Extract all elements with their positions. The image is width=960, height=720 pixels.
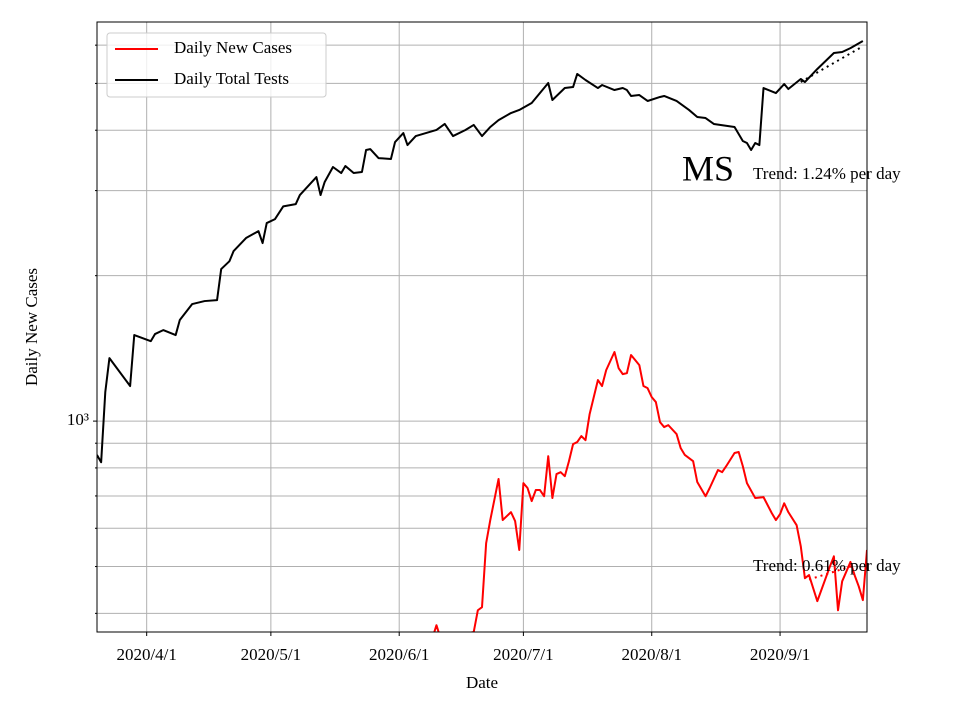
series-line (433, 351, 867, 632)
trend-line (808, 564, 855, 581)
legend: Daily New Cases Daily Total Tests (106, 32, 327, 98)
y-axis-label: Daily New Cases (22, 268, 41, 386)
grid (97, 22, 867, 632)
annotation: Trend: 1.24% per day (753, 164, 901, 183)
x-tick-label: 2020/5/1 (241, 645, 301, 664)
y-tick-label: 10³ (67, 410, 89, 429)
x-tick-label: 2020/8/1 (622, 645, 682, 664)
x-tick-label: 2020/4/1 (116, 645, 176, 664)
annotation: Trend: 0.61% per day (753, 556, 901, 575)
x-axis-label: Date (466, 673, 498, 692)
legend-label: Daily Total Tests (174, 69, 289, 88)
x-tick-label: 2020/9/1 (750, 645, 810, 664)
legend-label: Daily New Cases (174, 38, 292, 57)
annotation: MS (682, 148, 734, 188)
x-tick-label: 2020/6/1 (369, 645, 429, 664)
plot-area (97, 40, 867, 632)
x-tick-label: 2020/7/1 (493, 645, 553, 664)
legend-box (106, 32, 327, 98)
series-line (97, 40, 864, 464)
axes-frame (96, 21, 868, 633)
